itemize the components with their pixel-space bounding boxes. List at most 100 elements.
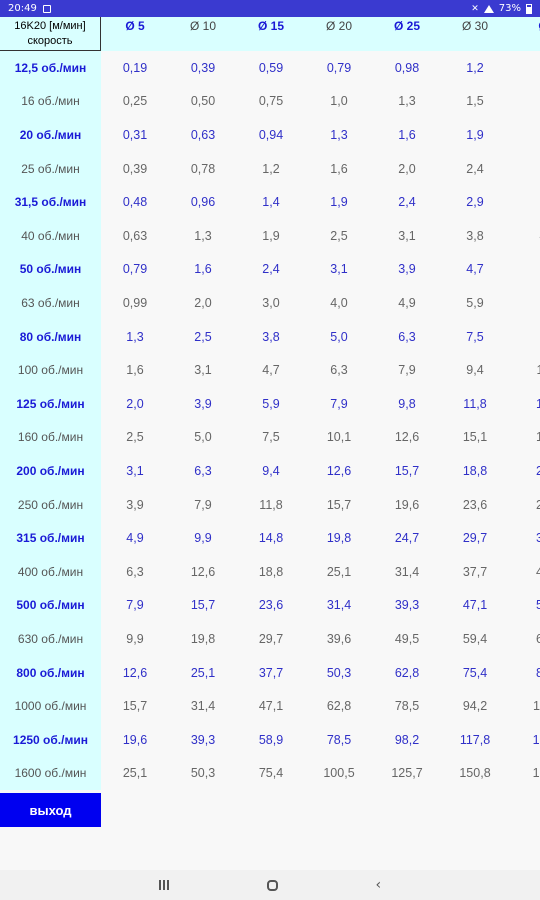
table-cell: 2,4: [398, 195, 416, 210]
row-label: 125 об./мин: [0, 387, 101, 421]
table-cell: 1,0: [330, 94, 348, 109]
table-cell: 25,1: [326, 564, 352, 579]
table-row: 16 об./мин 0,25 0,50 0,75 1,0 1,3 1,5 1: [0, 84, 540, 119]
table-cell: 75,4: [258, 766, 284, 781]
table-cell: 9,4: [262, 463, 280, 478]
table-cell: 7,9: [126, 598, 144, 613]
table-cell: 12,6: [326, 463, 352, 478]
column-header: Ø 10: [189, 19, 216, 33]
table-cell: 44: [536, 564, 540, 579]
table-cell: 23,6: [462, 497, 488, 512]
table-cell: 15,1: [462, 430, 488, 445]
table-cell: 9,4: [466, 363, 484, 378]
table-cell: 2,9: [466, 195, 484, 210]
table-cell: 6: [509, 286, 540, 320]
table-cell: 27: [536, 497, 540, 512]
table-cell: 3,1: [126, 463, 144, 478]
table-cell: 3: [509, 185, 540, 219]
table-cell: 1,6: [126, 363, 144, 378]
table-row: 63 об./мин 0,99 2,0 3,0 4,0 4,9 5,9 6: [0, 286, 540, 320]
home-icon[interactable]: [266, 879, 278, 891]
table-cell: 34: [536, 531, 540, 546]
table-cell: 2,5: [330, 228, 348, 243]
row-label: 315 об./мин: [0, 521, 101, 555]
table-cell: 25,1: [122, 766, 148, 781]
row-label: 160 об./мин: [0, 420, 101, 455]
table-cell: 5,9: [466, 295, 484, 310]
row-label: 200 об./мин: [0, 454, 101, 488]
table-cell: 3,9: [194, 396, 212, 411]
row-label: 500 об./мин: [0, 588, 101, 623]
table-cell: 0,31: [122, 127, 148, 142]
table-cell: 19,8: [326, 531, 352, 546]
table-cell: 1,3: [126, 329, 144, 344]
table-cell: 2,4: [466, 161, 484, 176]
table-cell: 75,4: [462, 665, 488, 680]
table-row: 40 об./мин 0,63 1,3 1,9 2,5 3,1 3,8 4: [0, 219, 540, 253]
table-cell: 7,9: [194, 497, 212, 512]
table-header: 16K20 [м/мин] скорость Ø 5 Ø 10 Ø 15 Ø 20 Ø …: [0, 17, 540, 51]
recents-icon[interactable]: [158, 880, 169, 890]
table-cell: 4: [509, 219, 540, 253]
table-cell: 25,1: [190, 665, 216, 680]
table-cell: 31,4: [326, 598, 352, 613]
table-cell: 0,75: [258, 94, 284, 109]
table-cell: 0,96: [190, 195, 216, 210]
table-cell: 31,4: [190, 699, 216, 714]
speed-label: скорость: [27, 35, 73, 47]
table-cell: 29,7: [258, 631, 284, 646]
table-cell: 4,7: [466, 262, 484, 277]
table-cell: 12,6: [122, 665, 148, 680]
table-row: 12,5 об./мин 0,19 0,39 0,59 0,79 0,98 1,2 1: [0, 51, 540, 85]
table-cell: 117,8: [459, 732, 491, 747]
table-cell: 15,7: [190, 598, 216, 613]
table-cell: 0,50: [190, 94, 216, 109]
table-cell: 14,8: [258, 531, 284, 546]
table-cell: 0,39: [190, 60, 216, 75]
table-cell: 19,8: [190, 631, 216, 646]
table-row: 800 об./мин 12,6 25,1 37,7 50,3 62,8 75,4 88: [0, 655, 540, 690]
table-cell: 176: [532, 766, 540, 781]
row-label: 1000 об./мин: [0, 689, 101, 723]
table-cell: 78,5: [394, 699, 420, 714]
table-cell: 23,6: [258, 598, 284, 613]
table-cell: 13: [536, 396, 540, 411]
table-cell: 9,8: [398, 396, 416, 411]
table-cell: 11,8: [463, 396, 487, 411]
table-row: 500 об./мин 7,9 15,7 23,6 31,4 39,3 47,1 55: [0, 588, 540, 623]
row-label: 16 об./мин: [0, 84, 101, 119]
table-cell: 0,48: [122, 195, 148, 210]
table-cell: 18,8: [258, 564, 284, 579]
table-cell: 1,4: [262, 195, 280, 210]
table-cell: 18,8: [462, 463, 488, 478]
table-cell: 3,8: [466, 228, 484, 243]
table-cell: 4,0: [330, 295, 348, 310]
table-cell: 3,1: [194, 363, 212, 378]
column-header: Ø 25: [393, 19, 420, 33]
table-cell: 2,5: [126, 430, 144, 445]
column-header: Ø 30: [461, 19, 488, 33]
table-row: 1250 об./мин 19,6 39,3 58,9 78,5 98,2 117,8 137: [0, 723, 540, 757]
table-cell: 55: [536, 598, 540, 613]
row-label: 50 об./мин: [0, 252, 101, 287]
back-icon[interactable]: ‹: [375, 877, 382, 893]
table-row: 31,5 об./мин 0,48 0,96 1,4 1,9 2,4 2,9 3: [0, 185, 540, 219]
row-label: 25 об./мин: [0, 151, 101, 186]
table-cell: 0,63: [190, 127, 216, 142]
table-row: 315 об./мин 4,9 9,9 14,8 19,8 24,7 29,7 34: [0, 521, 540, 555]
table-cell: 1,2: [262, 161, 280, 176]
table-cell: 39,3: [190, 732, 216, 747]
row-label: 80 об./мин: [0, 319, 101, 354]
table-cell: 0,59: [258, 60, 284, 75]
table-cell: 9,9: [194, 531, 212, 546]
table-cell: 137: [532, 732, 540, 747]
table-cell: 0,78: [190, 161, 216, 176]
row-label: 20 об./мин: [0, 118, 101, 152]
table-cell: 4,9: [126, 531, 144, 546]
row-label: 1250 об./мин: [0, 723, 101, 757]
exit-button[interactable]: выход: [0, 793, 101, 827]
table-cell: 5,9: [262, 396, 280, 411]
table-cell: 62,8: [326, 699, 352, 714]
table-cell: 78,5: [326, 732, 352, 747]
